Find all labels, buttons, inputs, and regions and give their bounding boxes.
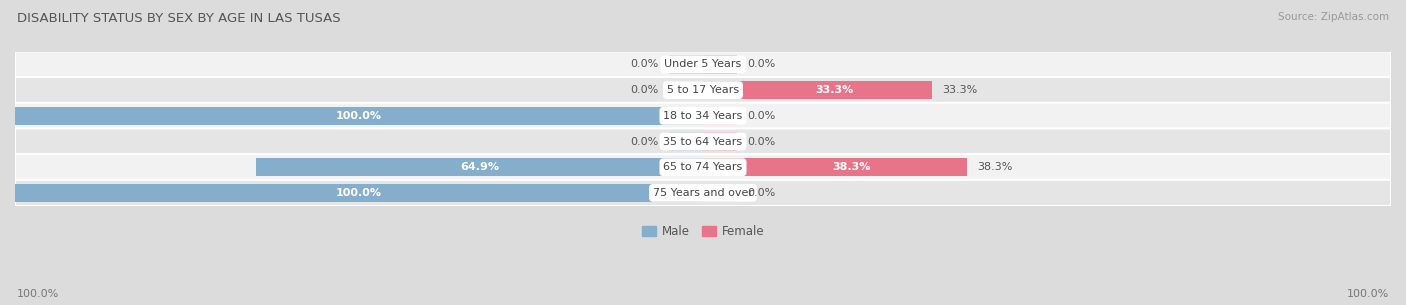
Text: 100.0%: 100.0% <box>1347 289 1389 299</box>
Text: 0.0%: 0.0% <box>748 137 776 146</box>
Bar <box>15 184 703 202</box>
Bar <box>703 132 737 151</box>
Text: 100.0%: 100.0% <box>336 111 382 121</box>
Text: DISABILITY STATUS BY SEX BY AGE IN LAS TUSAS: DISABILITY STATUS BY SEX BY AGE IN LAS T… <box>17 12 340 25</box>
FancyBboxPatch shape <box>15 103 1391 129</box>
Bar <box>703 158 966 177</box>
Text: 75 Years and over: 75 Years and over <box>652 188 754 198</box>
Legend: Male, Female: Male, Female <box>637 221 769 243</box>
Bar <box>669 132 703 151</box>
FancyBboxPatch shape <box>15 77 1391 103</box>
Text: 65 to 74 Years: 65 to 74 Years <box>664 162 742 172</box>
Text: 0.0%: 0.0% <box>630 59 658 70</box>
FancyBboxPatch shape <box>15 51 1391 77</box>
Text: 100.0%: 100.0% <box>336 188 382 198</box>
Text: 0.0%: 0.0% <box>748 188 776 198</box>
Text: 33.3%: 33.3% <box>942 85 977 95</box>
Text: 0.0%: 0.0% <box>748 111 776 121</box>
Text: 100.0%: 100.0% <box>17 289 59 299</box>
FancyBboxPatch shape <box>15 128 1391 155</box>
Text: 64.9%: 64.9% <box>460 162 499 172</box>
FancyBboxPatch shape <box>15 154 1391 180</box>
Text: 18 to 34 Years: 18 to 34 Years <box>664 111 742 121</box>
Bar <box>703 184 737 202</box>
Text: 38.3%: 38.3% <box>832 162 872 172</box>
Bar <box>256 158 703 177</box>
Text: 0.0%: 0.0% <box>748 59 776 70</box>
Text: 0.0%: 0.0% <box>630 137 658 146</box>
FancyBboxPatch shape <box>15 180 1391 206</box>
Bar <box>703 81 932 99</box>
Bar <box>703 106 737 125</box>
Text: 5 to 17 Years: 5 to 17 Years <box>666 85 740 95</box>
Text: Under 5 Years: Under 5 Years <box>665 59 741 70</box>
Bar <box>15 106 703 125</box>
Bar <box>669 55 703 74</box>
Bar <box>703 55 737 74</box>
Bar <box>669 81 703 99</box>
Text: Source: ZipAtlas.com: Source: ZipAtlas.com <box>1278 12 1389 22</box>
Text: 38.3%: 38.3% <box>977 162 1012 172</box>
Text: 35 to 64 Years: 35 to 64 Years <box>664 137 742 146</box>
Text: 33.3%: 33.3% <box>815 85 853 95</box>
Text: 0.0%: 0.0% <box>630 85 658 95</box>
